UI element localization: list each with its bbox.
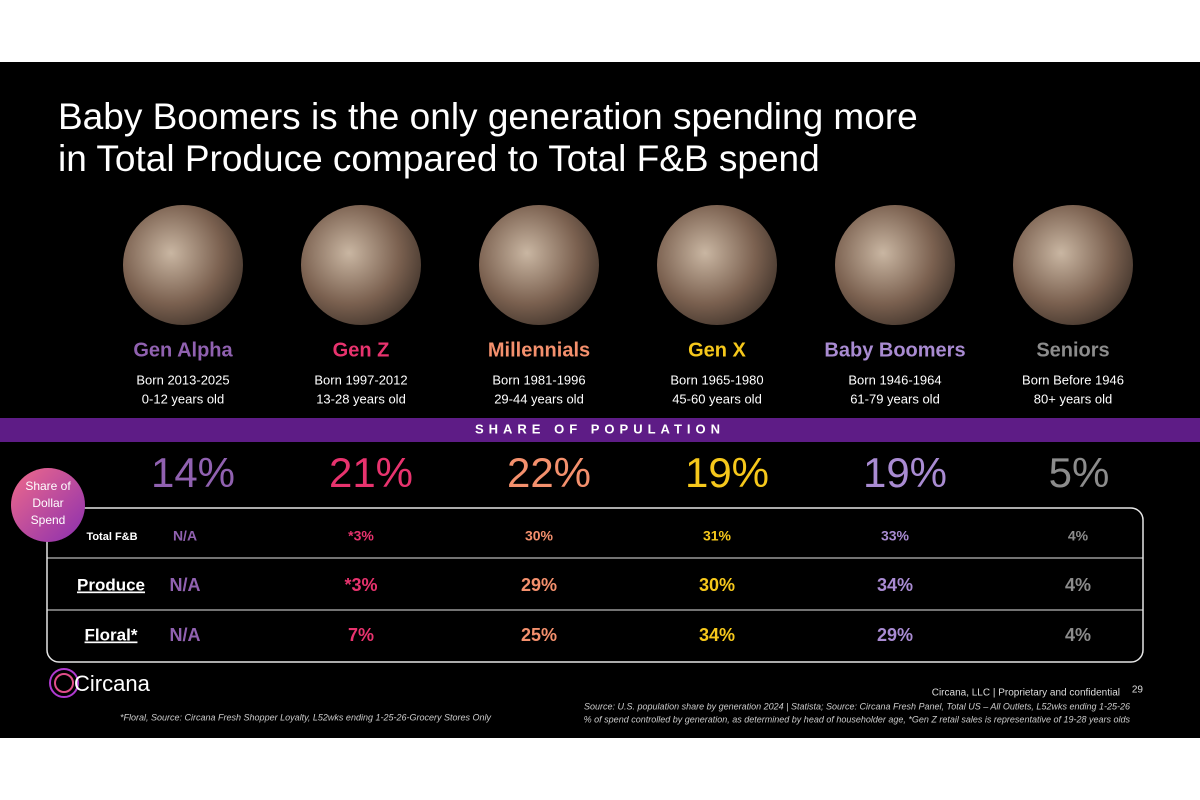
row-label: Total F&B	[86, 531, 137, 543]
population-share: 5%	[1049, 449, 1110, 496]
logo-mark	[54, 673, 74, 693]
population-share: 22%	[507, 449, 591, 496]
source: Source: U.S. population share by generat…	[584, 701, 1130, 711]
generation-photo	[1013, 205, 1133, 325]
footnote: *Floral, Source: Circana Fresh Shopper L…	[120, 712, 492, 722]
population-share: 19%	[863, 449, 947, 496]
badge-text: Spend	[31, 513, 66, 527]
cell-value: 30%	[699, 575, 735, 595]
cell-value: 4%	[1065, 625, 1091, 645]
population-share: 19%	[685, 449, 769, 496]
generation-born: Born 1997-2012	[314, 372, 407, 387]
table-frame	[46, 507, 1144, 663]
generation-age: 80+ years old	[1034, 391, 1112, 406]
cell-value: 29%	[521, 575, 557, 595]
population-share: 21%	[329, 449, 413, 496]
row-label: Floral*	[85, 625, 138, 644]
generation-age: 61-79 years old	[850, 391, 940, 406]
cell-value: N/A	[173, 528, 197, 544]
cell-value: 34%	[877, 575, 913, 595]
cell-value: *3%	[348, 528, 374, 544]
badge-text: Share of	[25, 479, 71, 493]
generation-photo	[835, 205, 955, 325]
generation-born: Born 1946-1964	[848, 372, 941, 387]
cell-value: 4%	[1065, 575, 1091, 595]
title: Baby Boomers is the only generation spen…	[58, 96, 918, 137]
confidential: Circana, LLC | Proprietary and confident…	[932, 688, 1120, 699]
population-share: 14%	[151, 449, 235, 496]
cell-value: 34%	[699, 625, 735, 645]
generation-name: Seniors	[1036, 339, 1109, 361]
generation-born: Born Before 1946	[1022, 372, 1124, 387]
cell-value: 29%	[877, 625, 913, 645]
cell-value: 31%	[703, 528, 732, 544]
generation-age: 13-28 years old	[316, 391, 406, 406]
generation-name: Gen X	[688, 339, 746, 361]
generation-name: Millennials	[488, 339, 590, 361]
cell-value: N/A	[170, 575, 201, 595]
badge-text: Dollar	[32, 496, 63, 510]
cell-value: 4%	[1068, 528, 1089, 544]
cell-value: *3%	[344, 575, 377, 595]
cell-value: 7%	[348, 625, 374, 645]
badge	[11, 468, 85, 542]
generation-born: Born 2013-2025	[136, 372, 229, 387]
generation-photo	[301, 205, 421, 325]
generation-age: 29-44 years old	[494, 391, 584, 406]
logo-text: Circana	[74, 671, 151, 696]
generation-born: Born 1965-1980	[670, 372, 763, 387]
generation-age: 0-12 years old	[142, 391, 224, 406]
logo-mark	[49, 668, 79, 698]
cell-value: 30%	[525, 528, 554, 544]
generation-age: 45-60 years old	[672, 391, 762, 406]
cell-value: 25%	[521, 625, 557, 645]
generation-photo	[479, 205, 599, 325]
cell-value: 33%	[881, 528, 910, 544]
generation-born: Born 1981-1996	[492, 372, 585, 387]
generation-photo	[123, 205, 243, 325]
generation-name: Baby Boomers	[824, 339, 965, 361]
band-label: SHARE OF POPULATION	[475, 421, 725, 436]
slide-background	[0, 62, 1200, 738]
row-label: Produce	[77, 575, 145, 594]
page-number: 29	[1132, 685, 1144, 696]
cell-value: N/A	[170, 625, 201, 645]
band	[0, 418, 1200, 442]
generation-name: Gen Z	[333, 339, 390, 361]
generation-photo	[657, 205, 777, 325]
generation-name: Gen Alpha	[133, 339, 233, 361]
source: % of spend controlled by generation, as …	[584, 714, 1131, 724]
title: in Total Produce compared to Total F&B s…	[58, 138, 820, 179]
